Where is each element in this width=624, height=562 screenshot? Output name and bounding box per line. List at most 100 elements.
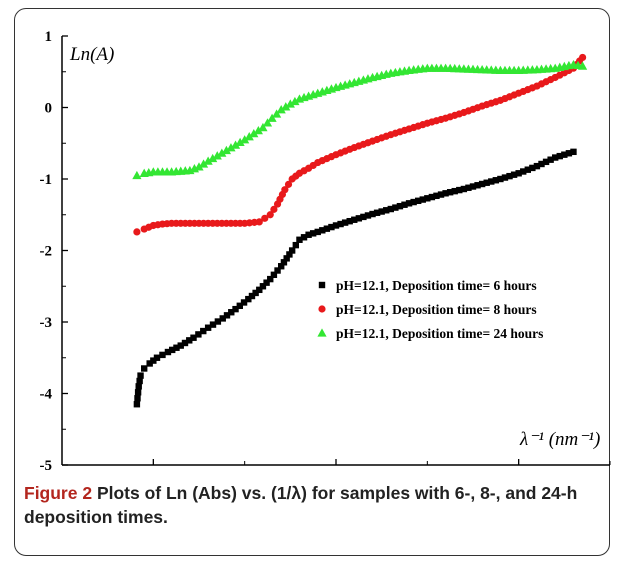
- legend-marker: [317, 328, 327, 337]
- data-point: [255, 218, 263, 226]
- data-point: [442, 190, 449, 197]
- data-point: [286, 251, 293, 258]
- data-point: [195, 331, 202, 338]
- data-point: [217, 148, 227, 157]
- data-point: [230, 140, 241, 149]
- data-point: [465, 184, 472, 191]
- data-point: [451, 187, 458, 195]
- data-point: [136, 377, 143, 385]
- legend-label: pH=12.1, Deposition time= 8 hours: [336, 302, 537, 317]
- data-point: [497, 175, 504, 183]
- data-point: [228, 309, 235, 316]
- y-tick-label: 0: [45, 101, 53, 117]
- data-point: [181, 339, 189, 347]
- data-point: [284, 180, 293, 188]
- y-tick-label: 1: [45, 29, 53, 45]
- series-2: [133, 53, 587, 236]
- data-point: [261, 214, 269, 222]
- data-point: [392, 204, 399, 211]
- data-point: [469, 183, 477, 190]
- data-point: [578, 61, 588, 70]
- data-point: [538, 160, 545, 168]
- data-point: [267, 113, 277, 122]
- data-point: [561, 151, 568, 158]
- x-axis-label: λ⁻¹ (nm⁻¹): [519, 429, 600, 450]
- data-point: [223, 312, 231, 319]
- series-1: [133, 148, 577, 408]
- data-point: [460, 185, 468, 193]
- data-point: [203, 156, 213, 165]
- data-point: [137, 372, 144, 379]
- data-point: [159, 351, 166, 359]
- data-point: [401, 201, 408, 208]
- data-point: [446, 189, 454, 196]
- data-point: [415, 197, 422, 205]
- data-point: [134, 389, 142, 396]
- data-point: [256, 286, 263, 294]
- data-point: [235, 137, 245, 147]
- axes: -5 -4 -3 -2 -1 0 1 0.001 0.002 0.003: [40, 29, 611, 480]
- data-point: [346, 217, 353, 225]
- data-point: [547, 156, 554, 163]
- data-point: [244, 132, 254, 141]
- figure-label: Figure 2: [24, 483, 93, 503]
- data-point: [253, 125, 263, 135]
- data-point: [258, 122, 268, 132]
- legend-marker: [318, 281, 326, 289]
- data-point: [280, 259, 288, 266]
- data-point: [369, 210, 376, 218]
- legend-label: pH=12.1, Deposition time= 6 hours: [336, 278, 537, 293]
- data-point: [355, 215, 363, 222]
- data-point: [565, 150, 573, 157]
- data-point: [221, 145, 231, 155]
- data-point: [248, 292, 256, 300]
- data-point: [133, 228, 141, 236]
- data-point: [300, 234, 308, 241]
- x-tick-label: 0.002: [319, 479, 353, 480]
- data-point: [208, 153, 218, 163]
- data-point: [285, 99, 295, 108]
- data-point: [488, 178, 495, 185]
- data-point: [267, 275, 274, 283]
- data-point: [305, 231, 312, 238]
- data-point: [186, 337, 193, 344]
- data-point: [190, 334, 197, 341]
- data-point: [173, 344, 180, 351]
- data-point: [194, 162, 204, 171]
- data-point: [351, 216, 358, 223]
- data-point: [314, 228, 321, 236]
- data-point: [263, 279, 270, 286]
- data-point: [542, 158, 550, 166]
- data-point: [266, 211, 274, 219]
- data-point: [364, 212, 372, 219]
- data-point: [177, 342, 184, 349]
- y-axis-label: Ln(A): [69, 44, 114, 65]
- data-point: [292, 241, 300, 249]
- data-point: [341, 219, 349, 226]
- data-point: [288, 247, 296, 254]
- data-point: [274, 267, 281, 274]
- legend: pH=12.1, Deposition time= 6 hours pH=12.1…: [317, 278, 543, 341]
- data-point: [134, 395, 141, 402]
- data-point: [249, 128, 259, 138]
- data-point: [360, 213, 367, 221]
- data-point: [501, 174, 509, 181]
- data-point: [146, 360, 153, 367]
- data-point: [433, 192, 440, 200]
- data-point: [259, 283, 267, 290]
- legend-label: pH=12.1, Deposition time= 24 hours: [336, 326, 543, 341]
- data-point: [252, 289, 259, 297]
- data-point: [387, 205, 394, 213]
- data-point: [296, 236, 303, 243]
- data-point: [506, 172, 513, 180]
- data-point: [510, 171, 518, 178]
- data-point: [245, 295, 252, 303]
- data-point: [281, 186, 289, 194]
- data-point: [378, 208, 385, 215]
- y-tick-label: -2: [40, 244, 53, 260]
- series-3: [132, 60, 588, 180]
- data-point: [337, 220, 344, 228]
- y-tick-label: -4: [40, 387, 53, 403]
- data-point: [552, 154, 559, 161]
- data-point: [219, 315, 226, 322]
